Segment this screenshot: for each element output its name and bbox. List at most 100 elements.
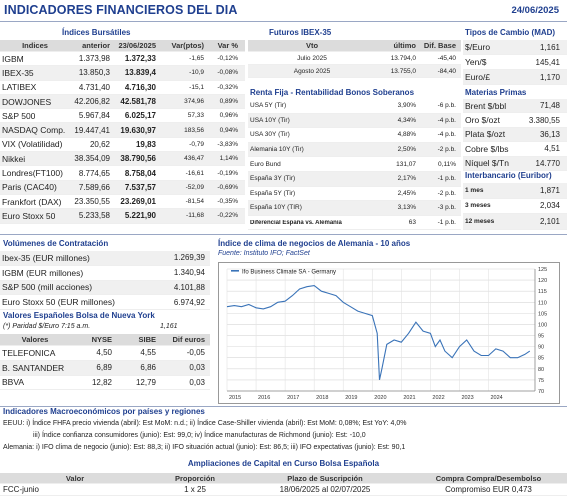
index-name: Frankfort (DAX) bbox=[2, 196, 62, 207]
volume-row: Ibex-35 (EUR millones) 1.269,39 bbox=[0, 251, 210, 266]
valores-ny-header-row: Valores NYSE SIBE Dif euros bbox=[0, 334, 210, 346]
fx-value: 1,170 bbox=[539, 72, 560, 82]
fx-row: $/Euro 1,161 bbox=[463, 40, 567, 55]
index-last: 19.630,97 bbox=[120, 125, 156, 135]
volume-value: 6.974,92 bbox=[173, 297, 205, 307]
fx-value: 145,41 bbox=[535, 57, 560, 67]
bond-change: 0,11% bbox=[438, 160, 456, 168]
tipos-cambio-title: Tipos de Cambio (MAD) bbox=[465, 28, 556, 37]
bond-row: España 3Y (Tir) 2,17% -1 p.b. bbox=[248, 171, 461, 187]
commodity-name: Cobre $/lbs bbox=[465, 143, 509, 154]
x-tick-label: 2021 bbox=[403, 395, 415, 401]
commodity-row: Oro $/ozt 3.380,55 bbox=[463, 113, 567, 128]
ampliacion-valor: FCC-junio bbox=[3, 485, 40, 494]
y-tick-label: 110 bbox=[538, 300, 547, 306]
col-var-pct: Var % bbox=[217, 41, 238, 50]
ny-stock-nyse: 6,89 bbox=[96, 363, 112, 373]
indices-row: LATIBEX 4.731,40 4.716,30 -15,1 -0,32% bbox=[0, 81, 245, 95]
volume-name: IGBM (EUR millones) bbox=[2, 267, 84, 278]
index-var-pts: -1,65 bbox=[189, 55, 204, 63]
index-name: S&P 500 bbox=[2, 110, 36, 121]
ampliaciones-title: Ampliaciones de Capital en Curso Bolsa E… bbox=[187, 459, 380, 468]
volume-row: IGBM (EUR millones) 1.340,94 bbox=[0, 266, 210, 281]
bond-change: -4 p.b. bbox=[437, 131, 456, 139]
ampliacion-compra: Compromiso EUR 0,473 bbox=[445, 485, 532, 494]
vol-rows: Ibex-35 (EUR millones) 1.269,39 IGBM (EUR … bbox=[0, 251, 210, 311]
index-prev: 8.774,65 bbox=[78, 168, 110, 178]
index-last: 19,83 bbox=[135, 139, 156, 149]
ny-stock-dif: 0,03 bbox=[189, 377, 205, 387]
index-name: IGBM bbox=[2, 53, 24, 64]
index-last: 7.537,57 bbox=[124, 182, 156, 192]
ny-stock-row: B. SANTANDER 6,89 6,86 0,03 bbox=[0, 360, 210, 376]
volume-row: S&P 500 (mill acciones) 4.101,88 bbox=[0, 280, 210, 296]
ny-rows: TELEFONICA 4,50 4,55 -0,05 B. SANTANDER 6,89 6… bbox=[0, 346, 210, 391]
macro-line-1-text: i) Índice FHFA precio vivienda (abril): … bbox=[26, 420, 407, 427]
x-tick-label: 2022 bbox=[432, 395, 444, 401]
bond-row: Diferencial España vs. Alemania 63 -1 p.b. bbox=[248, 216, 461, 231]
bond-change: -3 p.b. bbox=[437, 204, 456, 212]
renta-rows: USA 5Y (Tir) 3,90% -6 p.b. USA 10Y (Tir) 4,3… bbox=[248, 99, 461, 231]
bond-row: España 5Y (Tir) 2,45% -2 p.b. bbox=[248, 187, 461, 202]
fx-name: $/Euro bbox=[465, 42, 491, 52]
bond-value: 4,34% bbox=[397, 116, 416, 124]
index-var-pct: -0,19% bbox=[217, 169, 238, 177]
index-name: DOWJONES bbox=[2, 96, 52, 107]
fx-value: 1,161 bbox=[539, 42, 560, 52]
x-tick-label: 2023 bbox=[461, 395, 473, 401]
x-tick-label: 2019 bbox=[345, 395, 357, 401]
index-last: 5.221,90 bbox=[124, 211, 156, 221]
euribor-value: 1,871 bbox=[539, 185, 560, 195]
macro-line-3-label: Alemania: bbox=[3, 444, 35, 451]
ny-stock-dif: -0,05 bbox=[186, 348, 205, 358]
euribor-name: 12 meses bbox=[465, 217, 495, 225]
index-var-pct: -0,69% bbox=[217, 183, 238, 191]
macro-title: Indicadores Macroeconómicos por países y… bbox=[3, 407, 205, 416]
euribor-value: 2,101 bbox=[539, 216, 560, 226]
index-var-pct: 1,14% bbox=[219, 155, 238, 163]
index-var-pts: -16,61 bbox=[185, 169, 204, 177]
index-var-pts: -15,1 bbox=[189, 83, 204, 91]
commodity-row: Cobre $/lbs 4,51 bbox=[463, 142, 567, 157]
index-var-pct: -0,12% bbox=[217, 55, 238, 63]
bond-name: Diferencial España vs. Alemania bbox=[250, 219, 342, 226]
bond-value: 131,07 bbox=[396, 160, 416, 168]
euribor-row: 12 meses 2,101 bbox=[463, 214, 567, 230]
index-var-pct: 0,94% bbox=[219, 126, 238, 134]
macro-lines: EEUU: i) Índice FHFA precio vivienda (ab… bbox=[3, 420, 563, 456]
bond-row: Alemania 10Y (Tir) 2,50% -2 p.b. bbox=[248, 142, 461, 158]
legend-swatch bbox=[231, 270, 239, 272]
x-tick-label: 2020 bbox=[374, 395, 386, 401]
index-prev: 5.233,58 bbox=[78, 211, 110, 221]
bond-name: Euro Bund bbox=[250, 160, 281, 168]
y-tick-label: 75 bbox=[538, 378, 544, 384]
macro-line-3-text: i) IFO clima de negocio (junio): Est: 88… bbox=[36, 444, 406, 451]
fx-row: Yen/$ 145,41 bbox=[463, 55, 567, 70]
commodity-value: 71,48 bbox=[539, 101, 560, 111]
index-var-pts: -52,09 bbox=[185, 183, 204, 191]
euribor-name: 3 meses bbox=[465, 202, 491, 210]
col-dif-base: Dif. Base bbox=[423, 41, 456, 50]
header-rule bbox=[0, 21, 567, 22]
bond-change: -2 p.b. bbox=[437, 189, 456, 197]
page-title: INDICADORES FINANCIEROS DEL DIA bbox=[4, 3, 238, 17]
futuros-header-row: Vto último Dif. Base bbox=[248, 40, 461, 52]
bond-row: España 10Y (TIR) 3,13% -3 p.b. bbox=[248, 201, 461, 216]
bond-row: USA 10Y (Tir) 4,34% -4 p.b. bbox=[248, 113, 461, 129]
futuros-row: Julio 2025 13.794,0 -45,40 bbox=[248, 52, 461, 65]
x-tick-label: 2015 bbox=[229, 395, 241, 401]
col-dif-euros: Dif euros bbox=[172, 335, 205, 344]
col-vto: Vto bbox=[305, 41, 319, 50]
index-last: 13.839,4 bbox=[124, 68, 156, 78]
macro-line-1-label: EEUU: bbox=[3, 420, 25, 427]
commodity-value: 14.770 bbox=[535, 158, 560, 168]
index-last: 4.716,30 bbox=[124, 82, 156, 92]
index-prev: 7.589,66 bbox=[78, 182, 110, 192]
col-ultimo: último bbox=[393, 41, 417, 50]
index-name: VIX (Volatilidad) bbox=[2, 139, 63, 150]
commodity-row: Níquel $/Tn 14.770 bbox=[463, 156, 567, 171]
fx-name: Euro/£ bbox=[465, 72, 491, 82]
commodity-name: Brent $/bbl bbox=[465, 100, 507, 111]
index-prev: 23.350,55 bbox=[74, 197, 110, 207]
futuros-title: Futuros IBEX-35 bbox=[269, 28, 332, 37]
